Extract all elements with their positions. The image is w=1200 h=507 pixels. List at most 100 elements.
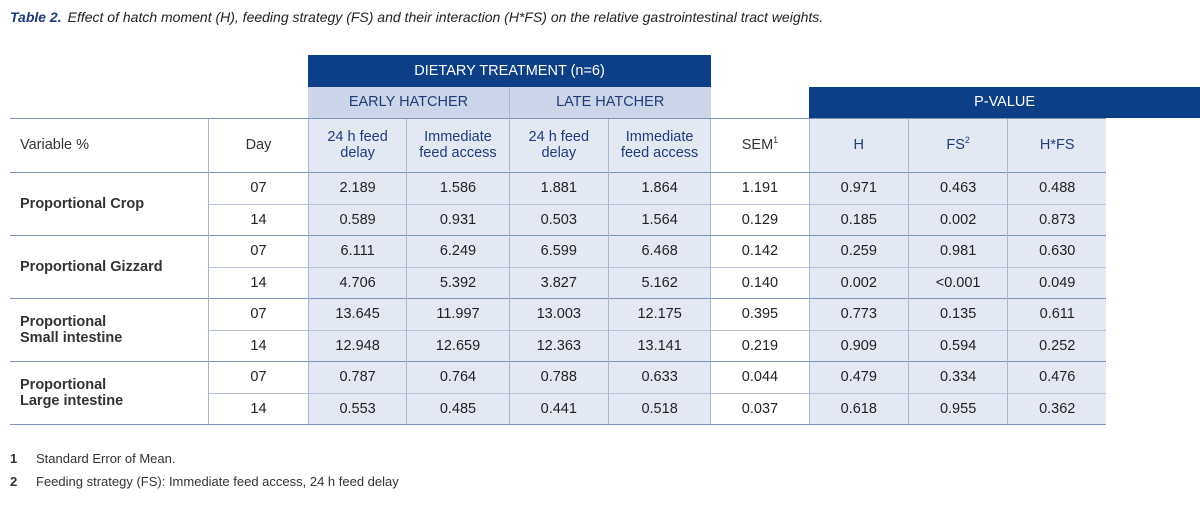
footnote-number: 2 [10,474,18,489]
early-feed-delay-header: 24 h feed delay [307,117,407,172]
early-immediate-value: 0.764 [406,360,510,393]
p-hfs-value: 0.873 [1007,203,1107,235]
early-immediate-value: 1.586 [406,171,510,204]
early-immediate-value: 0.485 [406,392,510,425]
late-immediate-line2: feed access [620,145,699,161]
early-immediate-line1: Immediate [424,129,492,145]
table-caption: Table 2. Effect of hatch moment (H), feed… [10,9,823,25]
late-feed-delay-line1: 24 h feed [528,129,590,145]
day-column-header: Day [208,117,309,172]
day-cell: 14 [208,266,309,298]
p-hfs-value: 0.252 [1007,329,1107,361]
variable-label-line1: Proportional Crop [20,195,145,212]
p-fs-value: 0.002 [907,203,1008,235]
late-feed-delay-value: 0.441 [508,392,609,425]
variable-column-header: Variable % [10,117,209,172]
sem-value: 0.142 [710,234,810,267]
sem-value: 1.191 [710,171,810,204]
p-h-value: 0.618 [808,392,909,425]
late-immediate-value: 6.468 [607,234,711,267]
caption-text: Effect of hatch moment (H), feeding stra… [67,9,824,25]
day-cell: 14 [208,329,309,361]
variable-label: Proportional Small intestine [10,297,209,361]
table-row: Proportional Small intestine 07 13.645 11.99… [10,297,1200,361]
early-immediate-value: 5.392 [406,266,510,298]
sem-value: 0.129 [710,203,810,235]
variable-label-line1: Proportional [20,376,107,393]
p-h-value: 0.002 [808,266,909,298]
table-row: Proportional Large intestine 07 0.787 0.764 0… [10,360,1200,425]
p-hfs-value: 0.049 [1007,266,1107,298]
sem-value: 0.044 [710,360,810,393]
p-fs-value: 0.955 [907,392,1008,425]
day-cell: 07 [208,360,309,393]
results-table: DIETARY TREATMENT (n=6) EARLY HATCHER LA… [10,55,1200,425]
table-row: Proportional Crop 07 2.189 1.586 1.881 1.864 1… [10,171,1200,235]
early-feed-delay-value: 12.948 [307,329,407,361]
sem-value: 0.140 [710,266,810,298]
day-cell: 14 [208,392,309,425]
day-cell: 07 [208,171,309,204]
late-feed-delay-line2: delay [541,145,577,161]
late-immediate-value: 1.564 [607,203,711,235]
early-immediate-value: 11.997 [406,297,510,330]
footnotes: 1 Standard Error of Mean. 2 Feeding stra… [10,447,399,493]
footnote-text: Feeding strategy (FS): Immediate feed ac… [36,474,399,489]
p-fs-value: <0.001 [907,266,1008,298]
late-immediate-value: 0.633 [607,360,711,393]
early-feed-delay-value: 6.111 [307,234,407,267]
p-h-value: 0.773 [808,297,909,330]
late-immediate-value: 5.162 [607,266,711,298]
p-hfs-value: 0.611 [1007,297,1107,330]
footnote: 2 Feeding strategy (FS): Immediate feed … [10,470,399,493]
footnote-number: 1 [10,451,18,466]
table-row: 14 4.706 5.392 3.827 5.162 0.140 0.002 <0.001 0.… [10,266,1200,298]
early-feed-delay-value: 0.553 [307,392,407,425]
p-h-value: 0.259 [808,234,909,267]
day-cell: 14 [208,203,309,235]
day-cell: 07 [208,234,309,267]
table-row: 14 0.553 0.485 0.441 0.518 0.037 0.618 0.955 0.3… [10,392,1200,425]
late-immediate-value: 1.864 [607,171,711,204]
variable-label-line2: Large intestine [20,392,124,409]
early-hatcher-header: EARLY HATCHER [308,87,510,118]
variable-label: Proportional Gizzard [10,234,209,298]
table-row: Proportional Gizzard 07 6.111 6.249 6.599 6.4… [10,234,1200,298]
fs-footnote-ref: 2 [964,135,970,146]
table-row: 14 12.948 12.659 12.363 13.141 0.219 0.909 0.59… [10,329,1200,361]
variable-label-line2: Small intestine [20,329,123,346]
sem-value: 0.395 [710,297,810,330]
sem-footnote-ref: 1 [773,135,779,146]
late-feed-delay-value: 3.827 [508,266,609,298]
fs-label: FS [946,137,965,153]
early-feed-delay-value: 4.706 [307,266,407,298]
early-feed-delay-value: 13.645 [307,297,407,330]
sem-value: 0.219 [710,329,810,361]
p-fs-value: 0.981 [907,234,1008,267]
p-hfs-value: 0.476 [1007,360,1107,393]
early-feed-delay-line2: delay [340,145,375,161]
late-immediate-value: 13.141 [607,329,711,361]
variable-label: Proportional Crop [10,171,209,235]
p-h-value: 0.909 [808,329,909,361]
sem-label: SEM [741,137,774,153]
p-fs-value: 0.594 [907,329,1008,361]
late-immediate-value: 12.175 [607,297,711,330]
late-feed-delay-value: 0.503 [508,203,609,235]
variable-label-line1: Proportional [20,313,107,330]
p-hfs-value: 0.630 [1007,234,1107,267]
late-immediate-header: Immediate feed access [607,117,711,172]
early-immediate-value: 12.659 [406,329,510,361]
late-feed-delay-value: 12.363 [508,329,609,361]
dietary-treatment-header: DIETARY TREATMENT (n=6) [308,55,711,87]
p-fs-value: 0.135 [907,297,1008,330]
early-feed-delay-value: 0.787 [307,360,407,393]
p-h-value: 0.185 [808,203,909,235]
early-immediate-header: Immediate feed access [406,117,510,172]
early-immediate-line2: feed access [419,145,497,161]
early-feed-delay-line1: 24 h feed [327,129,388,145]
late-feed-delay-value: 1.881 [508,171,609,204]
late-feed-delay-value: 0.788 [508,360,609,393]
hfs-column-header: H*FS [1007,117,1107,172]
variable-label: Proportional Large intestine [10,360,209,425]
